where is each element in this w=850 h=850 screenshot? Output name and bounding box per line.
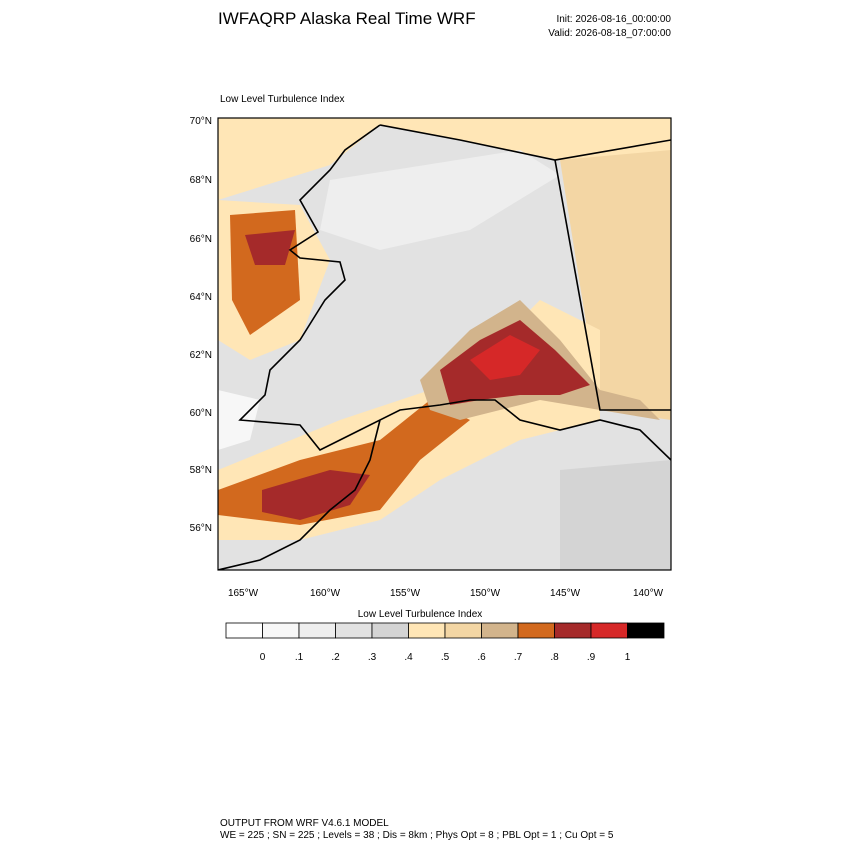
lat-label: 64°N [190,292,212,303]
valid-time: Valid: 2026-08-18_07:00:00 [548,28,671,39]
colorbar-label: .2 [331,652,340,663]
lat-label: 58°N [190,465,212,476]
colorbar-label: .7 [514,652,523,663]
map-title: Low Level Turbulence Index [220,94,345,105]
map-field [218,118,671,570]
colorbar-label: .3 [368,652,377,663]
colorbar-box [225,622,263,639]
map-frame [217,117,672,571]
colorbar-box [335,622,373,639]
colorbar-box [627,622,665,639]
lon-label: 150°W [470,588,501,599]
colorbar-box [444,622,482,639]
lat-label: 70°N [190,116,212,127]
colorbar-box [371,622,409,639]
lat-label: 56°N [190,523,212,534]
lon-label: 165°W [228,588,259,599]
colorbar-box [554,622,592,639]
lat-label: 66°N [190,234,212,245]
colorbar-box [262,622,300,639]
colorbar-box [517,622,555,639]
lon-label: 145°W [550,588,581,599]
lat-label: 68°N [190,175,212,186]
colorbar-label: .9 [587,652,596,663]
footer-line: OUTPUT FROM WRF V4.6.1 MODEL [220,818,389,829]
colorbar-label: .1 [295,652,304,663]
colorbar-title: Low Level Turbulence Index [358,609,483,620]
lat-label: 60°N [190,408,212,419]
lat-label: 62°N [190,350,212,361]
colorbar-box [408,622,446,639]
title: IWFAQRP Alaska Real Time WRF [218,9,476,28]
lon-label: 155°W [390,588,421,599]
colorbar-label: .8 [550,652,559,663]
colorbar-box [298,622,336,639]
init-time: Init: 2026-08-16_00:00:00 [556,14,671,25]
colorbar-label: 1 [625,652,631,663]
colorbar-label: .4 [404,652,413,663]
lon-label: 160°W [310,588,341,599]
colorbar-box [481,622,519,639]
colorbar-label: .6 [477,652,486,663]
footer-line: WE = 225 ; SN = 225 ; Levels = 38 ; Dis … [220,830,614,841]
colorbar-label: 0 [260,652,266,663]
colorbar-label: .5 [441,652,450,663]
colorbar-box [590,622,628,639]
lon-label: 140°W [633,588,664,599]
